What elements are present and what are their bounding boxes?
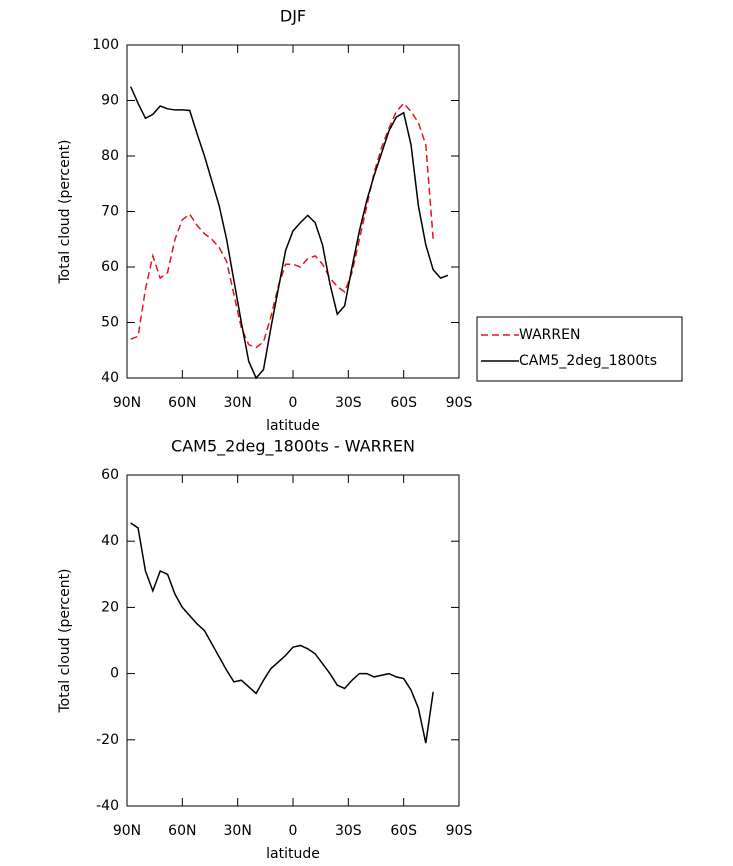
legend-box [476,316,683,382]
x-tick-label: 30S [335,395,362,411]
x-tick-label: 0 [289,395,298,411]
x-tick-label: 30S [335,823,362,839]
y-axis-label: Total cloud (percent) [57,568,73,713]
x-axis-label: latitude [266,418,320,434]
x-tick-label: 90N [113,823,141,839]
y-tick-label: 40 [101,370,119,386]
y-tick-label: 80 [101,148,119,164]
y-tick-label: 60 [101,467,119,483]
data-line [130,86,449,380]
y-tick-label: 90 [101,93,119,109]
x-tick-label: 30N [224,395,252,411]
y-tick-label: 40 [101,533,119,549]
plot-frame [126,44,460,379]
x-axis-label: latitude [266,846,320,862]
chart-title: CAM5_2deg_1800ts - WARREN [171,437,415,457]
x-tick-label: 60S [390,395,417,411]
y-tick-label: 20 [101,599,119,615]
chart-title: DJF [280,7,306,26]
legend-label: WARREN [519,327,580,343]
legend-label: CAM5_2deg_1800ts [519,353,657,369]
data-line [130,102,434,349]
y-tick-label: -40 [96,798,119,814]
y-tick-label: 60 [101,259,119,275]
y-tick-label: 100 [92,37,119,53]
y-tick-label: 70 [101,204,119,220]
data-line [130,522,434,744]
x-tick-label: 60N [168,823,196,839]
x-tick-label: 0 [289,823,298,839]
x-tick-label: 60S [390,823,417,839]
x-tick-label: 90N [113,395,141,411]
plot-frame [126,474,460,807]
y-tick-label: 50 [101,315,119,331]
x-tick-label: 30N [224,823,252,839]
y-axis-label: Total cloud (percent) [57,139,73,284]
x-tick-label: 60N [168,395,196,411]
y-tick-label: -20 [96,732,119,748]
x-tick-label: 90S [446,823,473,839]
y-tick-label: 0 [110,666,119,682]
x-tick-label: 90S [446,395,473,411]
